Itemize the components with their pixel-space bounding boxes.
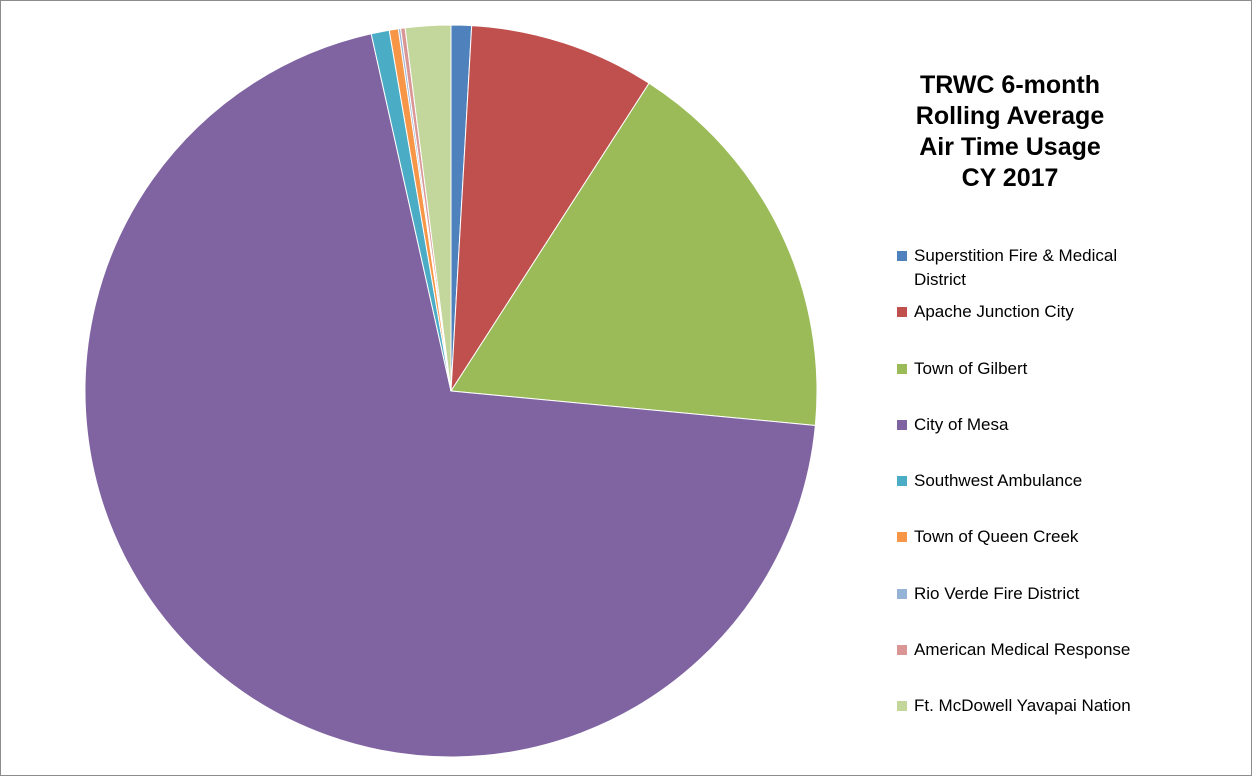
legend-label: Southwest Ambulance xyxy=(914,471,1083,491)
legend-swatch xyxy=(897,476,907,487)
legend-item-american-medical-response: American Medical Response xyxy=(897,638,1197,694)
pie-slice-city-of-mesa xyxy=(84,33,816,758)
legend-item-town-of-gilbert: Town of Gilbert xyxy=(897,357,1197,413)
legend-label: Rio Verde Fire District xyxy=(914,583,1080,603)
legend-label-line: Superstition Fire & Medical xyxy=(914,246,1118,265)
legend-item-ft-mcdowell: Ft. McDowell Yavapai Nation xyxy=(897,694,1197,750)
legend-label-line: District xyxy=(914,270,966,289)
chart-title-line: Rolling Average xyxy=(915,102,1105,130)
chart-title-line: CY 2017 xyxy=(961,164,1059,192)
legend-swatch xyxy=(897,307,907,318)
pie-slice-ft-mcdowell-yavapai-nation xyxy=(404,24,452,392)
legend-label: Apache Junction City xyxy=(914,302,1074,322)
legend-item-rio-verde-fire: Rio Verde Fire District xyxy=(897,582,1197,638)
legend-item-southwest-ambulance: Southwest Ambulance xyxy=(897,469,1197,525)
legend-label: Town of Queen Creek xyxy=(914,527,1079,547)
legend-item-apache-junction: Apache Junction City xyxy=(897,300,1197,356)
pie-slice-apache-junction-city xyxy=(450,25,650,393)
legend-item-city-of-mesa: City of Mesa xyxy=(897,413,1197,469)
legend-item-superstition-fire: Superstition Fire & Medical District xyxy=(897,244,1197,300)
legend-label: Ft. McDowell Yavapai Nation xyxy=(914,696,1131,716)
legend-swatch xyxy=(897,251,907,261)
legend-swatch xyxy=(897,532,907,543)
chart-title-line: Air Time Usage xyxy=(919,133,1101,161)
legend-swatch xyxy=(897,588,907,599)
pie-slice-town-of-gilbert xyxy=(450,82,818,426)
chart-title: TRWC 6-month Rolling Average Air Time Us… xyxy=(880,70,1140,194)
legend-swatch xyxy=(897,701,907,712)
legend-label: City of Mesa xyxy=(914,414,1009,434)
legend-label: American Medical Response xyxy=(914,640,1131,660)
legend-swatch xyxy=(897,419,907,430)
chart-legend: Superstition Fire & Medical District Apa… xyxy=(897,244,1197,751)
legend-swatch xyxy=(897,363,907,374)
chart-title-line: TRWC 6-month xyxy=(919,71,1101,99)
legend-item-town-of-queen-creek: Town of Queen Creek xyxy=(897,525,1197,581)
legend-swatch xyxy=(897,645,907,656)
legend-label: Superstition Fire & Medical District xyxy=(914,244,1164,292)
legend-label: Town of Gilbert xyxy=(914,358,1028,378)
